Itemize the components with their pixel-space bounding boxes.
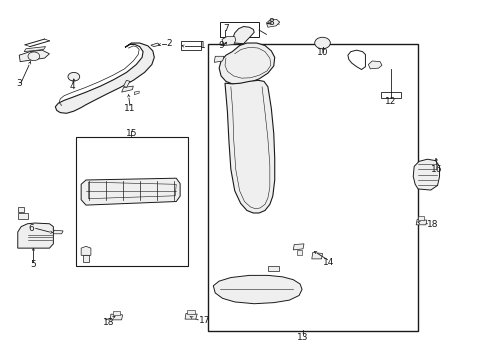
Polygon shape — [24, 46, 45, 51]
Polygon shape — [18, 223, 53, 248]
Polygon shape — [293, 244, 304, 250]
Polygon shape — [122, 86, 133, 92]
Bar — [76, 137, 188, 266]
Text: 13: 13 — [297, 333, 308, 342]
Polygon shape — [222, 37, 235, 45]
Circle shape — [314, 37, 330, 49]
Polygon shape — [417, 216, 424, 220]
Text: 12: 12 — [385, 96, 396, 105]
Polygon shape — [367, 61, 381, 69]
Text: 1: 1 — [200, 41, 205, 50]
Polygon shape — [224, 80, 274, 213]
Polygon shape — [412, 159, 439, 190]
Polygon shape — [19, 50, 49, 62]
Text: 8: 8 — [268, 18, 274, 27]
Text: 3: 3 — [16, 79, 22, 88]
Polygon shape — [151, 43, 159, 46]
Text: 9: 9 — [218, 41, 224, 50]
Text: 18: 18 — [426, 220, 437, 229]
Polygon shape — [81, 246, 91, 255]
Polygon shape — [184, 314, 197, 319]
Polygon shape — [18, 213, 27, 220]
Bar — [380, 92, 400, 98]
Polygon shape — [55, 43, 154, 113]
Polygon shape — [18, 207, 24, 212]
Polygon shape — [186, 310, 194, 314]
Bar — [181, 41, 200, 50]
Text: 2: 2 — [166, 39, 171, 48]
Polygon shape — [134, 91, 139, 95]
Polygon shape — [311, 252, 322, 259]
Polygon shape — [110, 314, 122, 320]
Polygon shape — [266, 19, 279, 27]
Polygon shape — [297, 249, 302, 255]
Text: 18: 18 — [103, 318, 115, 327]
Polygon shape — [415, 220, 426, 225]
Text: 6: 6 — [28, 224, 34, 233]
Text: 11: 11 — [124, 104, 135, 113]
Polygon shape — [53, 230, 63, 234]
Polygon shape — [123, 80, 130, 87]
Polygon shape — [232, 27, 254, 44]
Text: 5: 5 — [30, 260, 36, 269]
Text: 7: 7 — [223, 24, 228, 33]
Polygon shape — [267, 266, 278, 271]
Polygon shape — [113, 311, 120, 315]
Circle shape — [68, 72, 80, 81]
Text: 4: 4 — [70, 82, 76, 91]
Text: 14: 14 — [322, 258, 333, 267]
Polygon shape — [81, 178, 180, 205]
Circle shape — [28, 52, 40, 60]
Polygon shape — [82, 255, 89, 262]
Text: 15: 15 — [125, 129, 137, 138]
Polygon shape — [219, 43, 274, 84]
Text: 16: 16 — [430, 165, 442, 174]
Polygon shape — [214, 56, 224, 62]
Polygon shape — [213, 275, 302, 304]
Bar — [207, 44, 417, 330]
Text: 10: 10 — [316, 48, 327, 57]
Text: 17: 17 — [198, 316, 210, 325]
Bar — [220, 22, 259, 37]
